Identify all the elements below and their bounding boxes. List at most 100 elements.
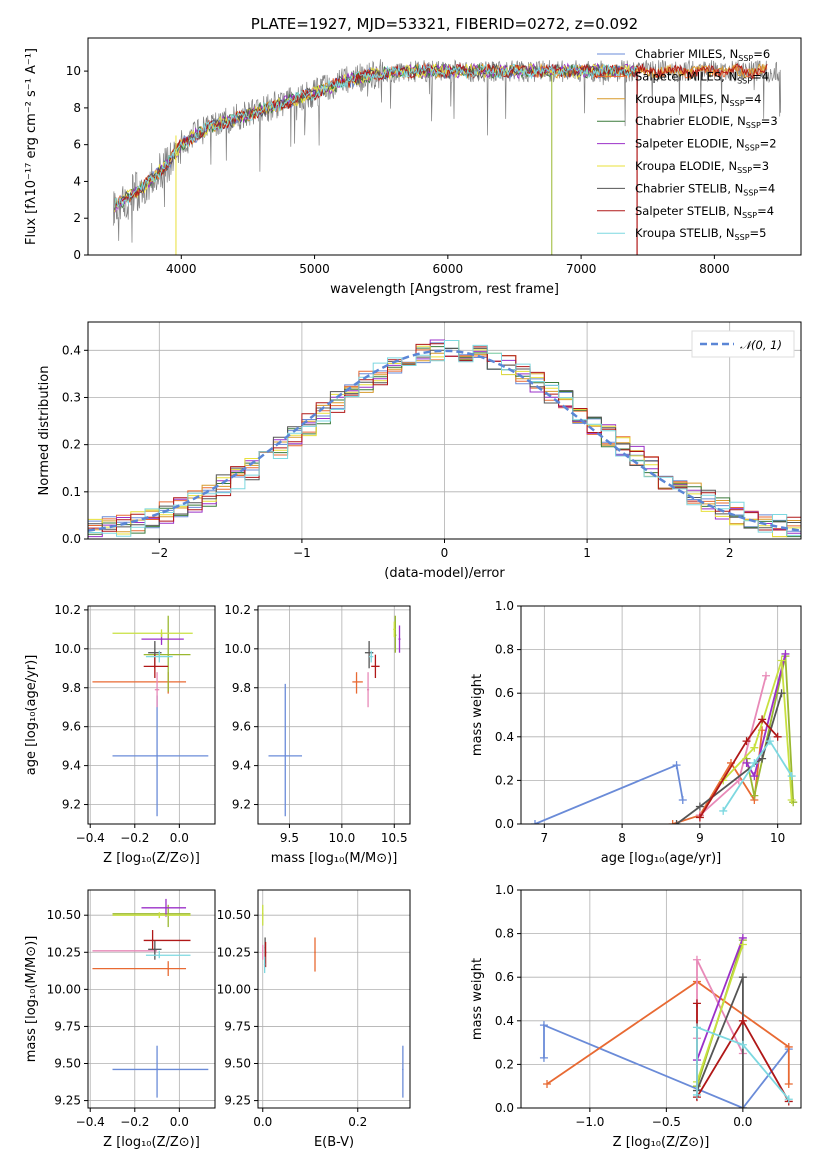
spectrum-legend: Chabrier MILES, NSSP=6 Salpeter MILES, NS…	[597, 47, 778, 242]
data-point	[263, 963, 266, 965]
data-point	[156, 755, 158, 757]
weight-marker	[668, 820, 677, 824]
weight-marker	[781, 649, 790, 658]
x-tick-label: −0.4	[76, 1115, 105, 1129]
y-tick-label: 0.1	[62, 485, 81, 499]
weight-marker	[543, 1080, 552, 1089]
weight_vs_Z-frame	[520, 889, 802, 1109]
weight-marker	[758, 754, 767, 763]
y-tick-label: 0.2	[62, 438, 81, 452]
weight-marker	[738, 973, 747, 982]
x-tick-label: 1	[583, 546, 591, 560]
age_vs_Z-axes: −0.4 −0.2 0.0 9.2 9.4 9.6 9.8 10.0 10.2 Z [log₁₀(…	[24, 603, 215, 866]
mass_vs_ebv-frame	[257, 889, 411, 1109]
weight-marker	[692, 1090, 701, 1099]
data-point	[355, 681, 358, 683]
x-tick-label: 10	[770, 831, 785, 845]
weight-series-1	[546, 980, 790, 1085]
weight-marker	[773, 732, 782, 741]
x-tick-label: 0	[441, 546, 449, 560]
weight-marker	[719, 806, 728, 815]
residuals-frame	[87, 321, 802, 540]
age_vs_mass-frame	[257, 605, 411, 825]
legend-box	[691, 330, 795, 358]
y-tick-label: 9.75	[224, 1019, 251, 1033]
y-tick-label: 0.0	[62, 532, 81, 546]
data-point	[158, 655, 161, 658]
weight-series-5	[722, 660, 793, 801]
data-point	[367, 688, 369, 691]
legend-entry: Chabrier STELIB, NSSP=4	[635, 181, 775, 197]
y-axis-label: mass [log₁₀(M/M⊙)]	[24, 936, 39, 1063]
x-tick-label: −1	[293, 546, 311, 560]
legend-entry: Salpeter MILES, NSSP=4	[635, 69, 769, 85]
weight-marker	[738, 1040, 747, 1049]
x-tick-label: 4000	[166, 262, 197, 276]
weight-marker	[695, 813, 704, 822]
spectrum-frame	[87, 37, 802, 256]
weight-marker	[672, 820, 681, 824]
spectrum-axes: 4000 5000 6000 7000 8000 0 2 4 6 8 10 wavelength [A…	[24, 48, 730, 297]
data-point	[374, 665, 377, 668]
gaussian-curve	[88, 349, 801, 532]
data-point	[167, 912, 170, 915]
y-tick-label: 0.6	[495, 970, 514, 984]
y-tick-label: 0.2	[495, 1057, 514, 1071]
y-axis-label: Flux [fλ10⁻¹⁷ erg cm⁻² s⁻¹ A⁻¹]	[24, 48, 39, 245]
y-tick-label: 10.25	[217, 945, 251, 959]
histogram-series-8	[88, 340, 801, 538]
y-tick-label: 10.0	[54, 642, 81, 656]
weight-marker	[762, 671, 770, 680]
data-point	[393, 628, 396, 631]
legend-entry: Salpeter STELIB, NSSP=4	[635, 204, 774, 220]
x-axis-label: age [log₁₀(age/yr)]	[601, 851, 722, 866]
data-point	[160, 632, 163, 635]
data-point	[154, 665, 156, 668]
y-tick-label: 9.6	[232, 720, 251, 734]
y-tick-label: 4	[73, 174, 81, 188]
data-point	[398, 638, 401, 640]
weight_vs_age-axes: 7 8 9 10 0.0 0.2 0.4 0.6 0.8 1.0 age [log₁₀(age/yr…	[470, 599, 801, 866]
y-tick-label: 9.75	[54, 1019, 81, 1033]
y-tick-label: 0.6	[495, 686, 514, 700]
y-tick-label: 9.2	[62, 798, 81, 812]
residuals-plot-area	[88, 339, 801, 538]
x-tick-label: 0.0	[253, 1115, 272, 1129]
legend-entry: Kroupa MILES, NSSP=4	[635, 92, 761, 108]
weight-marker	[750, 758, 759, 767]
y-tick-label: 9.6	[62, 720, 81, 734]
mass_vs_ebv-axes: 0.0 0.2 9.25 9.50 9.75 10.00 10.25 10.50 E(B-V)	[217, 890, 410, 1150]
weight-marker	[678, 796, 687, 805]
weight-marker	[539, 1053, 548, 1062]
data-point	[165, 906, 167, 909]
weight-marker	[750, 772, 759, 781]
x-tick-label: 5000	[299, 262, 330, 276]
x-tick-label: −2	[150, 546, 168, 560]
data-point	[154, 948, 156, 951]
data-point	[167, 653, 170, 656]
weight-marker	[787, 796, 796, 805]
x-tick-label: 2	[726, 546, 734, 560]
model-spectrum-8	[114, 63, 638, 209]
x-tick-label: 6000	[433, 262, 464, 276]
weight-marker	[784, 1095, 793, 1104]
weight-marker	[777, 689, 786, 698]
y-tick-label: 0.8	[495, 927, 514, 941]
mass_vs_Z-plot-area	[92, 898, 209, 1098]
legend-entry: Kroupa ELODIE, NSSP=3	[635, 159, 769, 175]
weight-marker	[777, 656, 786, 665]
data-point	[158, 914, 161, 917]
weight-marker	[692, 1023, 701, 1032]
data-point	[264, 951, 267, 954]
mass_vs_Z-axes: −0.4 −0.2 0.0 9.25 9.50 9.75 10.00 10.25 10.50 Z …	[24, 890, 215, 1150]
data-point	[261, 950, 264, 952]
weight_vs_Z-axes: −1.0 −0.5 0.0 0.0 0.2 0.4 0.6 0.8 1.0 Z [log₁₀(Z/…	[470, 883, 801, 1150]
data-point	[156, 688, 158, 691]
y-tick-label: 9.8	[232, 681, 251, 695]
data-point	[154, 651, 156, 654]
y-tick-label: 10.2	[224, 603, 251, 617]
y-tick-label: 0.4	[495, 1014, 514, 1028]
x-tick-label: 0.0	[733, 1115, 752, 1129]
x-tick-label: −0.5	[652, 1115, 681, 1129]
weight-series-6	[676, 692, 783, 824]
